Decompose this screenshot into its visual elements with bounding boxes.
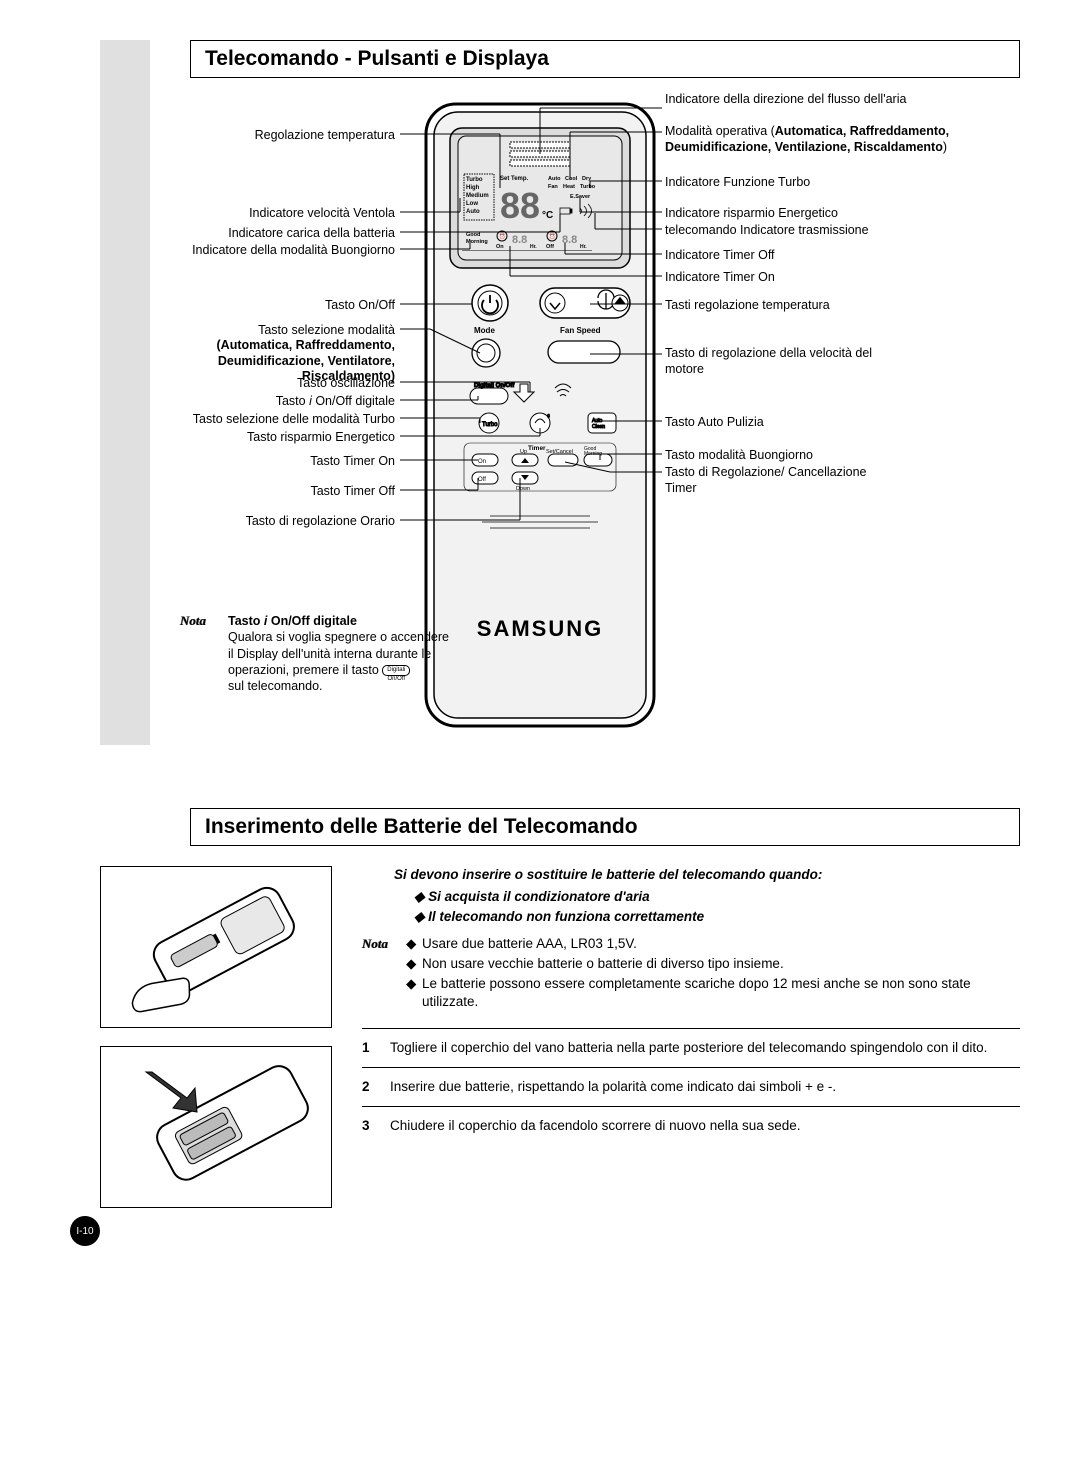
nota-label: Nota (180, 613, 206, 630)
battery-section: Si devono inserire o sostituire le batte… (100, 866, 1020, 1226)
nota-body1: Qualora si voglia spegnere o accendere i… (228, 629, 450, 662)
battery-bullets: ◆ Si acquista il condizionatore d'aria ◆… (414, 888, 1020, 926)
section-1-title: Telecomando - Pulsanti e Displaya (190, 40, 1020, 78)
battery-image-1 (100, 866, 332, 1028)
digital-onoff-inline-icon: Digitali On/Off (382, 665, 410, 676)
nota-block: Nota Tasto i On/Off digitale Qualora si … (180, 613, 450, 694)
nota-title: Tasto i On/Off digitale (228, 613, 450, 629)
step-row: 2Inserire due batterie, rispettando la p… (362, 1068, 1020, 1107)
step-row: 1Togliere il coperchio del vano batteria… (362, 1029, 1020, 1068)
section-2-title: Inserimento delle Batterie del Telecoman… (190, 808, 1020, 846)
step-row: 3Chiudere il coperchio da facendolo scor… (362, 1107, 1020, 1145)
battery-image-2 (100, 1046, 332, 1208)
battery-steps: 1Togliere il coperchio del vano batteria… (362, 1028, 1020, 1146)
nota-body2: operazioni, premere il tasto Digitali On… (228, 662, 450, 695)
battery-nota: Nota ◆Usare due batterie AAA, LR03 1,5V.… (362, 935, 1020, 1014)
remote-diagram: Turbo High Medium Low Auto Set Temp. Aut… (100, 98, 1020, 798)
page-number: I-10 (70, 1216, 100, 1246)
battery-intro: Si devono inserire o sostituire le batte… (394, 866, 1020, 884)
